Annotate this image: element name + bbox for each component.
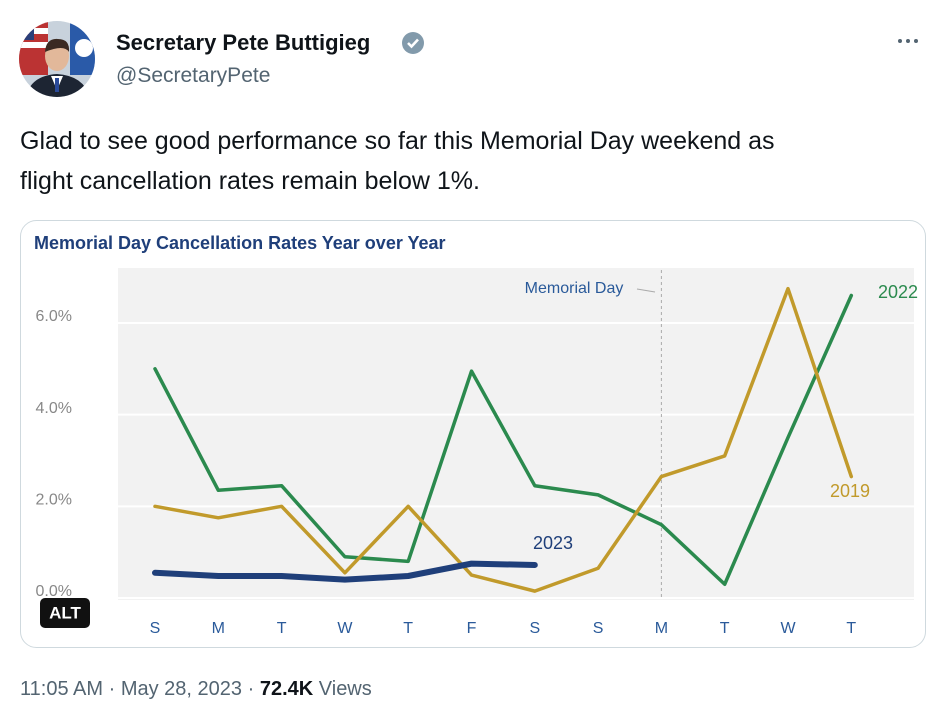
annotation-leader [636, 288, 656, 293]
x-tick-label: S [150, 620, 161, 637]
x-tick-label: F [467, 620, 477, 637]
tweet-time[interactable]: 11:05 AM [20, 678, 104, 700]
separator: · [247, 678, 255, 700]
series-line [152, 560, 538, 583]
verified-badge [402, 32, 424, 54]
x-tick-label: M [655, 620, 668, 637]
x-tick-label: S [529, 620, 540, 637]
x-tick-label: S [593, 620, 604, 637]
y-tick-label: 0.0% [36, 583, 72, 600]
series-label: 2019 [830, 481, 870, 501]
more-button[interactable] [894, 34, 924, 48]
series-label: 2023 [533, 533, 573, 553]
series-line [153, 286, 854, 593]
x-tick-label: T [403, 620, 413, 637]
chart-title: Memorial Day Cancellation Rates Year ove… [34, 233, 446, 253]
x-tick-label: T [720, 620, 730, 637]
tweet-meta: 11:05 AM · May 28, 2023 · 72.4K Views [20, 678, 372, 701]
x-tick-label: M [212, 620, 225, 637]
x-tick-label: T [846, 620, 856, 637]
author-handle[interactable]: @SecretaryPete [116, 64, 271, 87]
avatar[interactable] [18, 20, 98, 100]
y-tick-label: 2.0% [36, 492, 72, 509]
tweet-text-line: flight cancellation rates remain below 1… [20, 167, 480, 195]
series-label: 2022 [878, 282, 918, 302]
tweet-text-line: Glad to see good performance so far this… [20, 127, 775, 155]
x-tick-label: W [337, 620, 353, 637]
view-count: 72.4K [259, 678, 314, 700]
y-tick-label: 6.0% [36, 308, 72, 325]
views-label: Views [318, 678, 372, 700]
chart-card[interactable]: Memorial Day Cancellation Rates Year ove… [20, 220, 926, 648]
plot-area [118, 268, 914, 600]
series-line [153, 293, 854, 586]
separator: · [108, 678, 116, 700]
x-tick-label: W [780, 620, 796, 637]
author-name[interactable]: Secretary Pete Buttigieg [116, 30, 371, 55]
tweet-date[interactable]: May 28, 2023 [120, 678, 243, 700]
y-tick-label: 4.0% [36, 400, 72, 417]
annotation: Memorial Day [525, 280, 624, 297]
alt-badge[interactable] [40, 598, 90, 628]
x-tick-label: T [277, 620, 287, 637]
alt-badge-label[interactable]: ALT [49, 603, 81, 622]
